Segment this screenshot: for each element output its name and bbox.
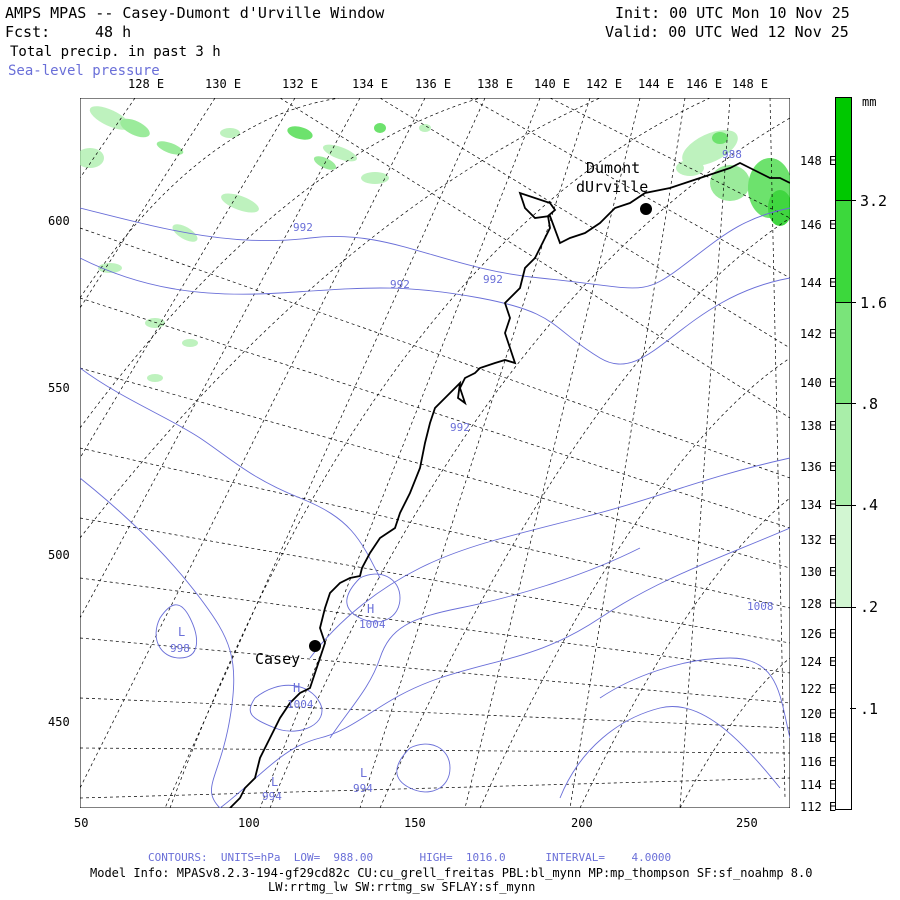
right-lon-label: 124 E xyxy=(800,655,837,669)
top-lon-label: 140 E xyxy=(534,77,571,91)
low-marker: L xyxy=(271,775,278,789)
right-lon-label: 142 E xyxy=(800,327,837,341)
right-lon-label: 146 E xyxy=(800,218,837,232)
top-lon-label: 134 E xyxy=(352,77,389,91)
map-frame xyxy=(80,98,790,808)
right-lon-label: 132 E xyxy=(800,533,837,547)
top-lon-label: 142 E xyxy=(586,77,623,91)
right-lon-label: 122 E xyxy=(800,682,837,696)
forecast-value: 48 h xyxy=(95,23,132,41)
pressure-label: 998 xyxy=(170,642,190,655)
right-lon-label: 136 E xyxy=(800,460,837,474)
colorbar-label: .4 xyxy=(860,496,879,514)
pressure-label: 992 xyxy=(390,278,410,291)
x-axis-label: 250 xyxy=(736,816,758,830)
slp-contours xyxy=(80,207,790,808)
pressure-label: 994 xyxy=(262,790,282,803)
pressure-label: 992 xyxy=(450,421,470,434)
colorbar-segment-3-2 xyxy=(835,97,852,201)
top-lon-label: 132 E xyxy=(282,77,319,91)
map-title: AMPS MPAS -- Casey-Dumont d'Urville Wind… xyxy=(5,4,385,22)
right-lon-label: 114 E xyxy=(800,778,837,792)
colorbar-label: .8 xyxy=(860,395,879,413)
right-lon-label: 116 E xyxy=(800,755,837,769)
model-info: Model Info: MPASv8.2.3-194-gf29cd82c CU:… xyxy=(90,866,813,880)
colorbar-segment-0-8 xyxy=(835,302,852,404)
model-info-line2: LW:rrtmg_lw SW:rrtmg_sw SFLAY:sf_mynn xyxy=(268,880,536,894)
high-marker: H xyxy=(293,681,300,695)
colorbar-unit: mm xyxy=(862,95,877,109)
forecast-label: Fcst: xyxy=(5,23,51,41)
contour-info: CONTOURS: UNITS=hPa LOW= 988.00 HIGH= 10… xyxy=(148,851,672,864)
right-lon-label: 112 E xyxy=(800,800,837,814)
high-marker: H xyxy=(367,602,374,616)
low-marker: L xyxy=(178,625,185,639)
x-axis-label: 50 xyxy=(74,816,89,830)
top-lon-label: 130 E xyxy=(205,77,242,91)
coastline xyxy=(229,161,790,808)
pressure-label: 992 xyxy=(483,273,503,286)
right-lon-label: 128 E xyxy=(800,597,837,611)
pressure-label: 988 xyxy=(722,148,742,161)
colorbar-label: 1.6 xyxy=(860,294,888,312)
pressure-label: 1004 xyxy=(287,698,314,711)
right-lon-label: 140 E xyxy=(800,376,837,390)
high-low-markers: H H L L L xyxy=(178,602,374,789)
pressure-label: 1008 xyxy=(747,600,774,613)
top-lon-label: 144 E xyxy=(638,77,675,91)
y-axis-label: 450 xyxy=(48,715,70,729)
x-axis-label: 200 xyxy=(571,816,593,830)
top-lon-label: 136 E xyxy=(415,77,452,91)
overlay-label: Sea-level pressure xyxy=(8,63,160,79)
top-lon-label: 148 E xyxy=(732,77,769,91)
y-axis-label: 550 xyxy=(48,381,70,395)
right-lon-label: 144 E xyxy=(800,276,837,290)
colorbar-segment-0-4 xyxy=(835,403,852,506)
low-marker: L xyxy=(360,766,367,780)
pressure-labels: 992 992 992 992 988 1004 1004 1008 998 9… xyxy=(170,148,774,803)
y-axis-label: 600 xyxy=(48,214,70,228)
pressure-label: 994 xyxy=(353,782,373,795)
colorbar-label: 3.2 xyxy=(860,192,888,210)
casey-label: Casey xyxy=(255,650,300,668)
x-axis-label: 150 xyxy=(404,816,426,830)
dumont-label-line2: dUrville xyxy=(576,178,648,196)
colorbar-segment-1-6 xyxy=(835,200,852,303)
top-lon-label: 146 E xyxy=(686,77,723,91)
colorbar-label: .1 xyxy=(860,700,879,718)
dumont-label-line1: Dumont xyxy=(586,159,640,177)
y-axis-label: 500 xyxy=(48,548,70,562)
latitude-grid xyxy=(80,98,790,808)
casey-station-marker xyxy=(309,640,321,652)
right-lon-label: 126 E xyxy=(800,627,837,641)
map-panel: Dumont dUrville Casey 992 992 992 992 98… xyxy=(80,98,790,808)
pressure-label: 992 xyxy=(293,221,313,234)
field-label: Total precip. in past 3 h xyxy=(10,44,221,60)
right-lon-label: 134 E xyxy=(800,498,837,512)
right-lon-label: 120 E xyxy=(800,707,837,721)
colorbar-segment-0-2 xyxy=(835,505,852,608)
x-axis-label: 100 xyxy=(238,816,260,830)
valid-time: Valid: 00 UTC Wed 12 Nov 25 xyxy=(605,23,849,41)
init-time: Init: 00 UTC Mon 10 Nov 25 xyxy=(615,4,850,22)
top-lon-label: 128 E xyxy=(128,77,165,91)
colorbar-label: .2 xyxy=(860,598,879,616)
right-lon-label: 138 E xyxy=(800,419,837,433)
right-lon-label: 148 E xyxy=(800,154,837,168)
pressure-label: 1004 xyxy=(359,618,386,631)
dumont-durville-station-marker xyxy=(640,203,652,215)
top-lon-label: 138 E xyxy=(477,77,514,91)
right-lon-label: 118 E xyxy=(800,731,837,745)
right-lon-label: 130 E xyxy=(800,565,837,579)
